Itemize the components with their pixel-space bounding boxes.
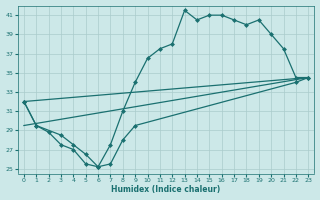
X-axis label: Humidex (Indice chaleur): Humidex (Indice chaleur) (111, 185, 221, 194)
